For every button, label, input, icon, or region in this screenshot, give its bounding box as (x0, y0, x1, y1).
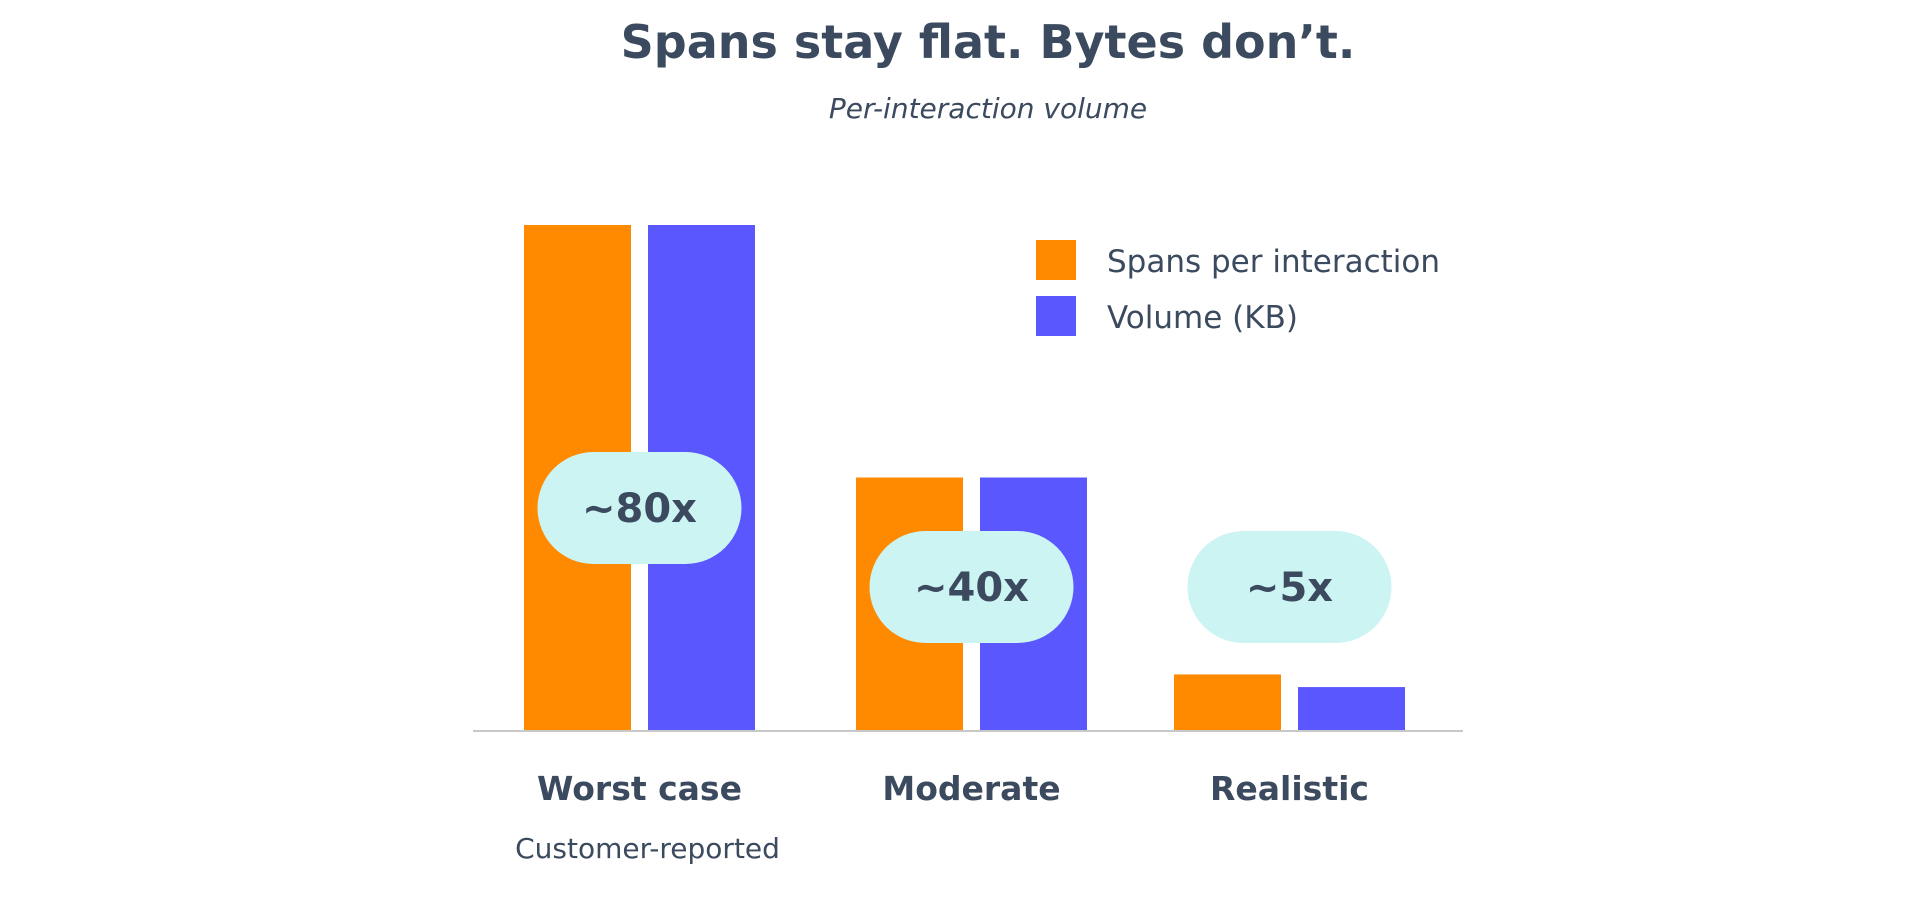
bar-realistic-spans-per-interaction (1174, 674, 1281, 730)
bar-realistic-volume-kb (1298, 687, 1405, 730)
ratio-label-realistic: ~5x (1246, 565, 1333, 611)
legend-swatch-volume-kb (1036, 296, 1076, 336)
x-tick-label-realistic: Realistic (1210, 769, 1369, 808)
x-tick-label-moderate: Moderate (882, 769, 1060, 808)
x-tick-sublabel-worst-case: Customer-reported (515, 832, 780, 865)
legend-swatch-spans-per-interaction (1036, 240, 1076, 280)
x-tick-label-worst-case: Worst case (537, 769, 742, 808)
chart-subtitle: Per-interaction volume (829, 92, 1147, 125)
legend: Spans per interaction Volume (KB) (1036, 240, 1440, 336)
ratio-label-worst-case: ~80x (582, 486, 697, 532)
ratio-label-moderate: ~40x (914, 565, 1029, 611)
legend-label-spans-per-interaction: Spans per interaction (1107, 244, 1440, 280)
ratio-pill-moderate (869, 531, 1074, 643)
x-axis-labels: Worst case Customer-reported Moderate Reali… (515, 769, 1369, 865)
ratio-pill-realistic (1187, 531, 1392, 643)
chart-title: Spans stay flat. Bytes don’t. (621, 15, 1356, 69)
annotations-layer: ~80x ~40x ~5x (537, 452, 1392, 643)
legend-label-volume-kb: Volume (KB) (1107, 300, 1298, 336)
ratio-pill-worst-case (537, 452, 742, 564)
